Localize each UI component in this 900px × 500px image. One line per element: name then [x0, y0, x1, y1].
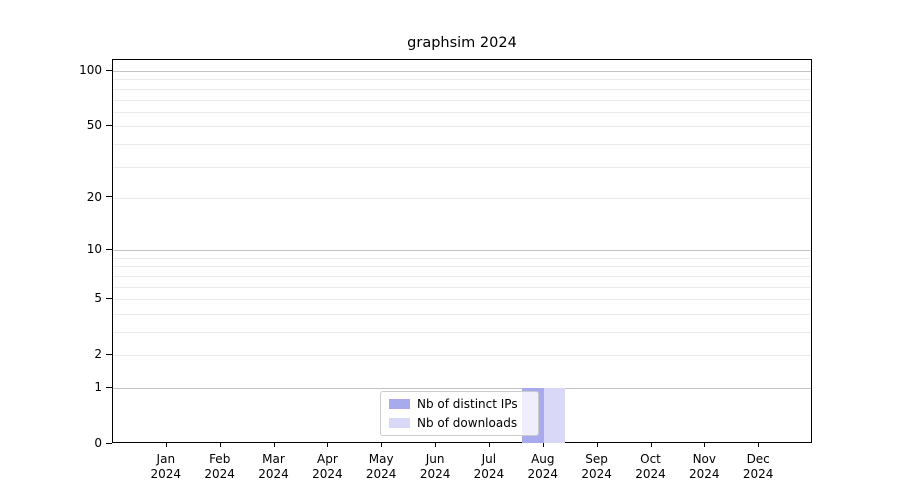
- y-tick-mark-5: [106, 297, 112, 299]
- gridline-y-100: [113, 71, 811, 72]
- legend-item-distinct-ips: Nb of distinct IPs: [389, 397, 532, 411]
- bar-downloads-aug: [543, 388, 566, 443]
- gridline-y-50: [113, 126, 811, 128]
- y-tick-mark-10: [106, 248, 112, 250]
- x-tick-mark-sep: [596, 443, 598, 447]
- x-tick-mark-jun: [435, 443, 437, 447]
- y-tick-label-100: 100: [79, 63, 102, 77]
- gridline-y-2: [113, 355, 811, 357]
- gridline-y-20: [113, 197, 811, 199]
- y-tick-label-50: 50: [86, 118, 102, 133]
- x-tick-mark-mar: [273, 443, 275, 447]
- gridline-y-3: [113, 332, 811, 333]
- x-tick-mark-apr: [327, 443, 329, 447]
- x-tick-label-nov: Nov 2024: [689, 452, 720, 481]
- gridline-y-80: [113, 88, 811, 90]
- x-tick-label-dec: Dec 2024: [742, 452, 774, 481]
- gridline-y-4: [113, 313, 811, 315]
- y-tick-label-10: 10: [86, 242, 102, 257]
- y-tick-mark-1: [106, 386, 112, 388]
- x-tick-label-aug: Aug 2024: [527, 452, 559, 481]
- gridline-y-8: [113, 266, 811, 268]
- legend-label-downloads: Nb of downloads: [417, 416, 518, 431]
- x-tick-mark-nov: [704, 443, 706, 447]
- x-tick-mark-feb: [219, 443, 221, 447]
- legend-swatch-downloads: [389, 418, 410, 429]
- gridline-y-40: [113, 143, 811, 145]
- y-tick-label-20: 20: [86, 189, 102, 204]
- x-tick-label-apr: Apr 2024: [312, 452, 343, 481]
- x-tick-mark-jul: [488, 443, 490, 447]
- gridline-y-90: [113, 79, 811, 81]
- gridline-y-7: [113, 275, 811, 277]
- gridline-y-10: [113, 250, 811, 252]
- x-tick-mark-may: [381, 443, 383, 447]
- x-tick-label-jan: Jan 2024: [150, 452, 182, 481]
- x-tick-mark-aug: [542, 443, 544, 447]
- legend: Nb of distinct IPs Nb of downloads: [380, 391, 539, 436]
- y-tick-mark-20: [106, 196, 112, 198]
- x-tick-label-mar: Mar 2024: [258, 452, 289, 481]
- legend-item-downloads: Nb of downloads: [389, 416, 532, 430]
- gridline-y-60: [113, 111, 811, 113]
- y-tick-mark-100: [106, 69, 112, 71]
- y-tick-mark-0: [106, 442, 112, 444]
- x-tick-label-feb: Feb 2024: [204, 452, 235, 481]
- gridline-y-70: [113, 99, 811, 101]
- y-tick-mark-2: [106, 353, 112, 355]
- plot-area: [112, 59, 812, 443]
- gridline-y-9: [113, 257, 811, 259]
- x-tick-label-jun: Jun 2024: [419, 452, 451, 481]
- legend-label-distinct-ips: Nb of distinct IPs: [417, 396, 518, 411]
- x-tick-label-sep: Sep 2024: [581, 452, 612, 481]
- gridline-y-6: [113, 286, 811, 288]
- x-tick-mark-jan: [165, 443, 167, 447]
- y-tick-label-5: 5: [94, 291, 102, 306]
- gridline-y-5: [113, 299, 811, 301]
- x-tick-label-may: May 2024: [365, 452, 397, 481]
- gridline-y-30: [113, 166, 811, 168]
- chart-title: graphsim 2024: [407, 35, 517, 51]
- legend-swatch-distinct-ips: [389, 398, 410, 409]
- y-tick-label-0: 0: [94, 436, 102, 450]
- y-tick-label-1: 1: [94, 380, 102, 394]
- x-tick-label-oct: Oct 2024: [635, 452, 666, 481]
- gridline-y-1: [113, 388, 811, 389]
- y-tick-label-2: 2: [94, 347, 102, 362]
- x-tick-mark-dec: [758, 443, 760, 447]
- y-tick-mark-50: [106, 124, 112, 126]
- x-tick-label-jul: Jul 2024: [473, 452, 505, 481]
- x-tick-mark-oct: [650, 443, 652, 447]
